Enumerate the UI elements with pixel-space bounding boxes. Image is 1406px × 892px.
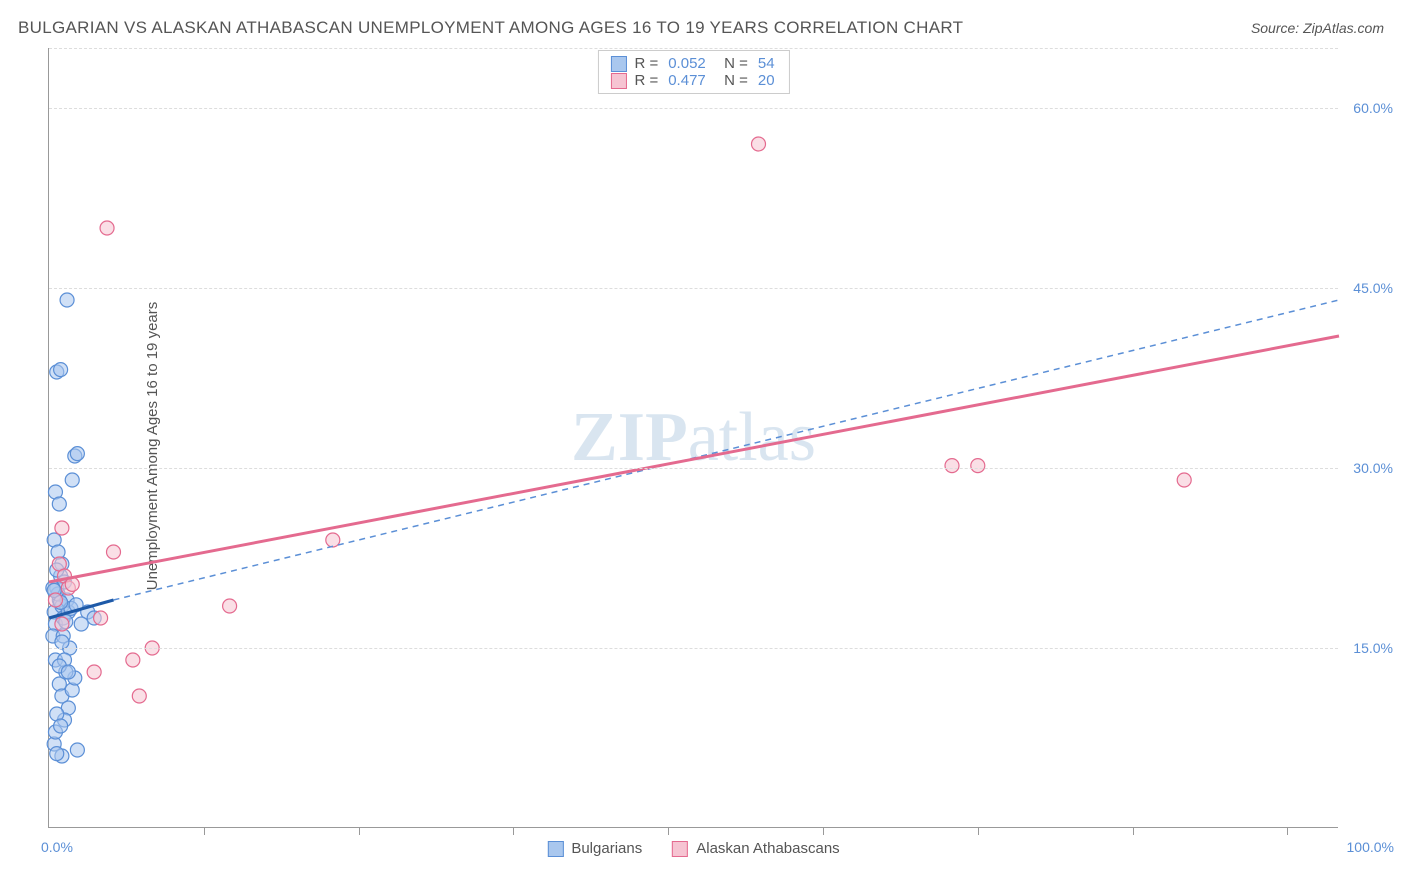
data-point — [326, 533, 340, 547]
legend-label: Alaskan Athabascans — [696, 840, 839, 857]
x-tick — [204, 827, 205, 835]
data-point — [945, 459, 959, 473]
legend-row: R = 0.477 N = 20 — [610, 72, 776, 89]
legend-series: Bulgarians Alaskan Athabascans — [547, 840, 839, 857]
data-point — [100, 221, 114, 235]
data-point — [54, 363, 68, 377]
data-point — [752, 137, 766, 151]
data-point — [61, 665, 75, 679]
legend-swatch — [547, 841, 563, 857]
data-point — [223, 599, 237, 613]
data-point — [107, 545, 121, 559]
y-tick-label: 15.0% — [1353, 640, 1393, 656]
scatter-svg — [49, 48, 1338, 827]
data-point — [60, 293, 74, 307]
data-point — [87, 665, 101, 679]
x-tick — [823, 827, 824, 835]
gridline — [49, 288, 1338, 289]
chart-title: BULGARIAN VS ALASKAN ATHABASCAN UNEMPLOY… — [18, 18, 963, 38]
data-point — [74, 617, 88, 631]
x-tick — [668, 827, 669, 835]
legend-label: Bulgarians — [571, 840, 642, 857]
data-point — [55, 521, 69, 535]
legend-item: Alaskan Athabascans — [672, 840, 839, 857]
legend-stats: R = 0.052 N = 54R = 0.477 N = 20 — [597, 50, 789, 94]
x-tick-0: 0.0% — [41, 839, 73, 855]
data-point — [70, 447, 84, 461]
legend-swatch — [610, 73, 626, 89]
data-point — [50, 747, 64, 761]
gridline — [49, 468, 1338, 469]
data-point — [55, 617, 69, 631]
x-tick — [513, 827, 514, 835]
y-tick-label: 60.0% — [1353, 100, 1393, 116]
y-tick-label: 30.0% — [1353, 460, 1393, 476]
data-point — [55, 635, 69, 649]
plot-area: ZIPatlas R = 0.052 N = 54R = 0.477 N = 2… — [48, 48, 1338, 828]
data-point — [70, 743, 84, 757]
trend-line — [49, 336, 1339, 582]
legend-swatch — [672, 841, 688, 857]
x-tick-100: 100.0% — [1347, 839, 1394, 855]
legend-row: R = 0.052 N = 54 — [610, 55, 776, 72]
gridline — [49, 108, 1338, 109]
y-tick-label: 45.0% — [1353, 280, 1393, 296]
data-point — [1177, 473, 1191, 487]
gridline — [49, 648, 1338, 649]
x-tick — [1133, 827, 1134, 835]
data-point — [48, 593, 62, 607]
x-tick — [1287, 827, 1288, 835]
data-point — [52, 497, 66, 511]
gridline — [49, 48, 1338, 49]
data-point — [65, 473, 79, 487]
legend-item: Bulgarians — [547, 840, 642, 857]
data-point — [971, 459, 985, 473]
trend-line — [114, 300, 1340, 600]
data-point — [132, 689, 146, 703]
x-tick — [978, 827, 979, 835]
x-tick — [359, 827, 360, 835]
source-label: Source: ZipAtlas.com — [1251, 20, 1384, 36]
data-point — [54, 719, 68, 733]
data-point — [94, 611, 108, 625]
legend-swatch — [610, 56, 626, 72]
data-point — [126, 653, 140, 667]
